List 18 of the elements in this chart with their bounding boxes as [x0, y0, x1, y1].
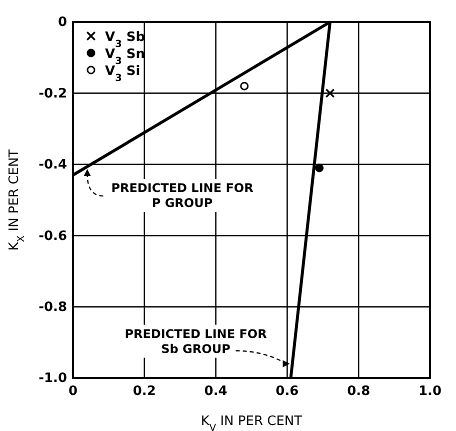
annotation: PREDICTED LINE FOR Sb GROUP [124, 326, 267, 356]
x-tick-label: 0 [68, 384, 78, 400]
legend-label: V$_{3}$ Sb [105, 30, 146, 50]
legend-label: V$_{3}$ Si [105, 64, 140, 84]
x-tick-label: 1.0 [418, 384, 442, 400]
legend-label: V$_{3}$ Sn [105, 47, 146, 66]
annotation: PREDICTED LINE FOR P GROUP [111, 180, 254, 210]
x-axis-title: K$_{V}$ IN PER CENT [200, 414, 302, 431]
y-tick-label: -0.2 [38, 86, 67, 102]
y-tick-label: 0 [58, 15, 67, 30]
y-tick-label: -0.8 [38, 300, 67, 315]
x-tick-label: 0.6 [276, 384, 299, 400]
x-tick-label: 0.2 [132, 384, 156, 400]
x-tick-label: 0.4 [204, 384, 228, 400]
y-tick-label: -1.0 [38, 371, 67, 386]
x-tick-label: 0.8 [347, 384, 370, 400]
y-tick-label: -0.4 [38, 158, 67, 173]
y-tick-label: -0.6 [38, 228, 67, 244]
